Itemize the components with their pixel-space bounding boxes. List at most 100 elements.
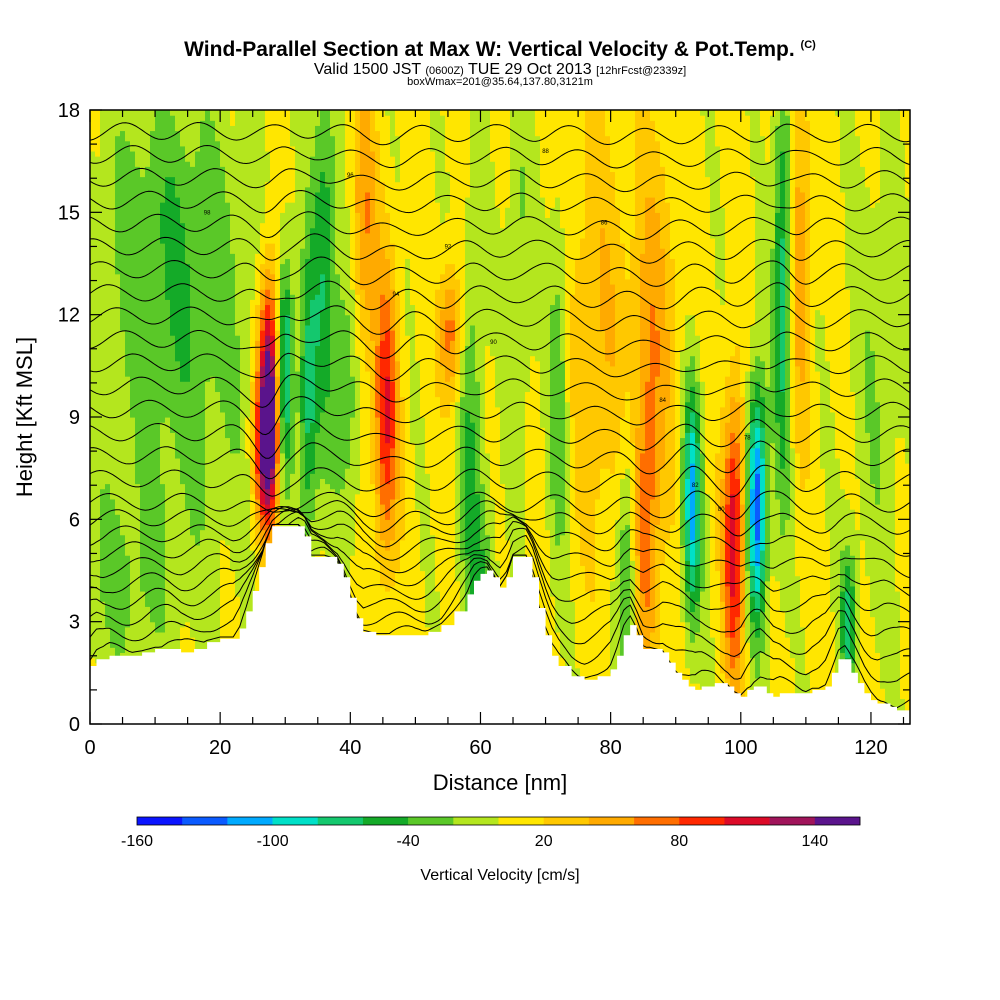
velocity-cell <box>110 345 116 352</box>
velocity-cell <box>100 396 106 403</box>
velocity-cell <box>200 376 206 382</box>
velocity-cell <box>285 417 291 423</box>
velocity-cell <box>120 370 126 377</box>
velocity-cell <box>220 585 226 592</box>
velocity-cell <box>220 110 226 116</box>
velocity-cell <box>125 181 131 188</box>
velocity-cell <box>225 447 231 454</box>
velocity-cell <box>220 534 226 541</box>
velocity-cell <box>145 140 151 147</box>
velocity-cell <box>205 498 211 505</box>
velocity-cell <box>205 539 211 546</box>
velocity-cell <box>145 616 151 623</box>
velocity-cell <box>110 468 116 474</box>
velocity-cell <box>235 560 241 566</box>
velocity-cell <box>130 176 136 183</box>
velocity-cell <box>190 227 196 234</box>
velocity-cell <box>140 330 146 336</box>
velocity-cell <box>225 350 231 357</box>
velocity-cell <box>155 145 161 152</box>
velocity-cell <box>150 324 156 331</box>
velocity-cell <box>240 529 246 536</box>
velocity-cell <box>245 237 251 244</box>
velocity-cell <box>170 212 176 219</box>
velocity-cell <box>230 498 236 505</box>
velocity-cell <box>175 299 181 306</box>
velocity-cell <box>260 330 266 336</box>
velocity-cell <box>150 616 156 623</box>
velocity-cell <box>175 529 181 536</box>
velocity-cell <box>210 498 216 505</box>
velocity-cell <box>130 611 136 618</box>
velocity-cell <box>120 350 126 357</box>
velocity-cell <box>115 289 121 295</box>
velocity-cell <box>110 422 116 428</box>
velocity-cell <box>260 488 266 495</box>
velocity-cell <box>105 555 111 561</box>
velocity-cell <box>145 314 151 321</box>
velocity-cell <box>240 417 246 423</box>
velocity-cell <box>140 289 146 295</box>
velocity-cell <box>295 457 301 464</box>
velocity-cell <box>215 125 221 132</box>
velocity-cell <box>145 411 151 418</box>
velocity-cell <box>120 314 126 321</box>
velocity-cell <box>175 555 181 561</box>
velocity-cell <box>290 427 296 433</box>
velocity-cell <box>105 115 111 121</box>
velocity-cell <box>170 626 176 633</box>
velocity-cell <box>210 365 216 372</box>
velocity-cell <box>170 186 176 193</box>
velocity-cell <box>105 294 111 300</box>
velocity-cell <box>140 590 146 597</box>
velocity-cell <box>185 186 191 193</box>
velocity-cell <box>200 386 206 393</box>
velocity-cell <box>165 212 171 219</box>
velocity-cell <box>105 580 111 587</box>
velocity-cell <box>180 386 186 393</box>
velocity-cell <box>160 248 166 254</box>
velocity-cell <box>265 514 271 520</box>
velocity-cell <box>125 534 131 541</box>
velocity-cell <box>115 207 121 213</box>
velocity-cell <box>260 212 266 219</box>
velocity-cell <box>180 544 186 551</box>
velocity-cell <box>250 135 256 142</box>
velocity-cell <box>270 283 276 290</box>
velocity-cell <box>195 417 201 423</box>
velocity-cell <box>280 166 286 172</box>
velocity-cell <box>200 314 206 321</box>
velocity-cell <box>125 324 131 331</box>
velocity-cell <box>125 631 131 638</box>
velocity-cell <box>150 488 156 495</box>
velocity-cell <box>240 590 246 597</box>
velocity-cell <box>285 411 291 418</box>
velocity-cell <box>275 427 281 433</box>
velocity-cell <box>155 330 161 336</box>
velocity-cell <box>210 248 216 254</box>
velocity-cell <box>170 166 176 172</box>
velocity-cell <box>135 631 141 638</box>
velocity-cell <box>150 156 156 162</box>
velocity-cell <box>165 437 171 444</box>
velocity-cell <box>260 437 266 444</box>
velocity-cell <box>225 432 231 439</box>
velocity-cell <box>240 130 246 137</box>
velocity-cell <box>140 181 146 188</box>
velocity-cell <box>230 237 236 244</box>
velocity-cell <box>265 427 271 433</box>
velocity-cell <box>175 550 181 556</box>
velocity-cell <box>195 550 201 556</box>
velocity-cell <box>165 432 171 439</box>
velocity-cell <box>180 176 186 183</box>
velocity-cell <box>140 468 146 474</box>
velocity-cell <box>245 115 251 121</box>
velocity-cell <box>215 468 221 474</box>
velocity-cell <box>180 365 186 372</box>
velocity-cell <box>100 376 106 382</box>
velocity-cell <box>215 268 221 275</box>
velocity-cell <box>100 309 106 316</box>
velocity-cell <box>160 232 166 239</box>
velocity-cell <box>285 463 291 469</box>
velocity-cell <box>105 493 111 500</box>
